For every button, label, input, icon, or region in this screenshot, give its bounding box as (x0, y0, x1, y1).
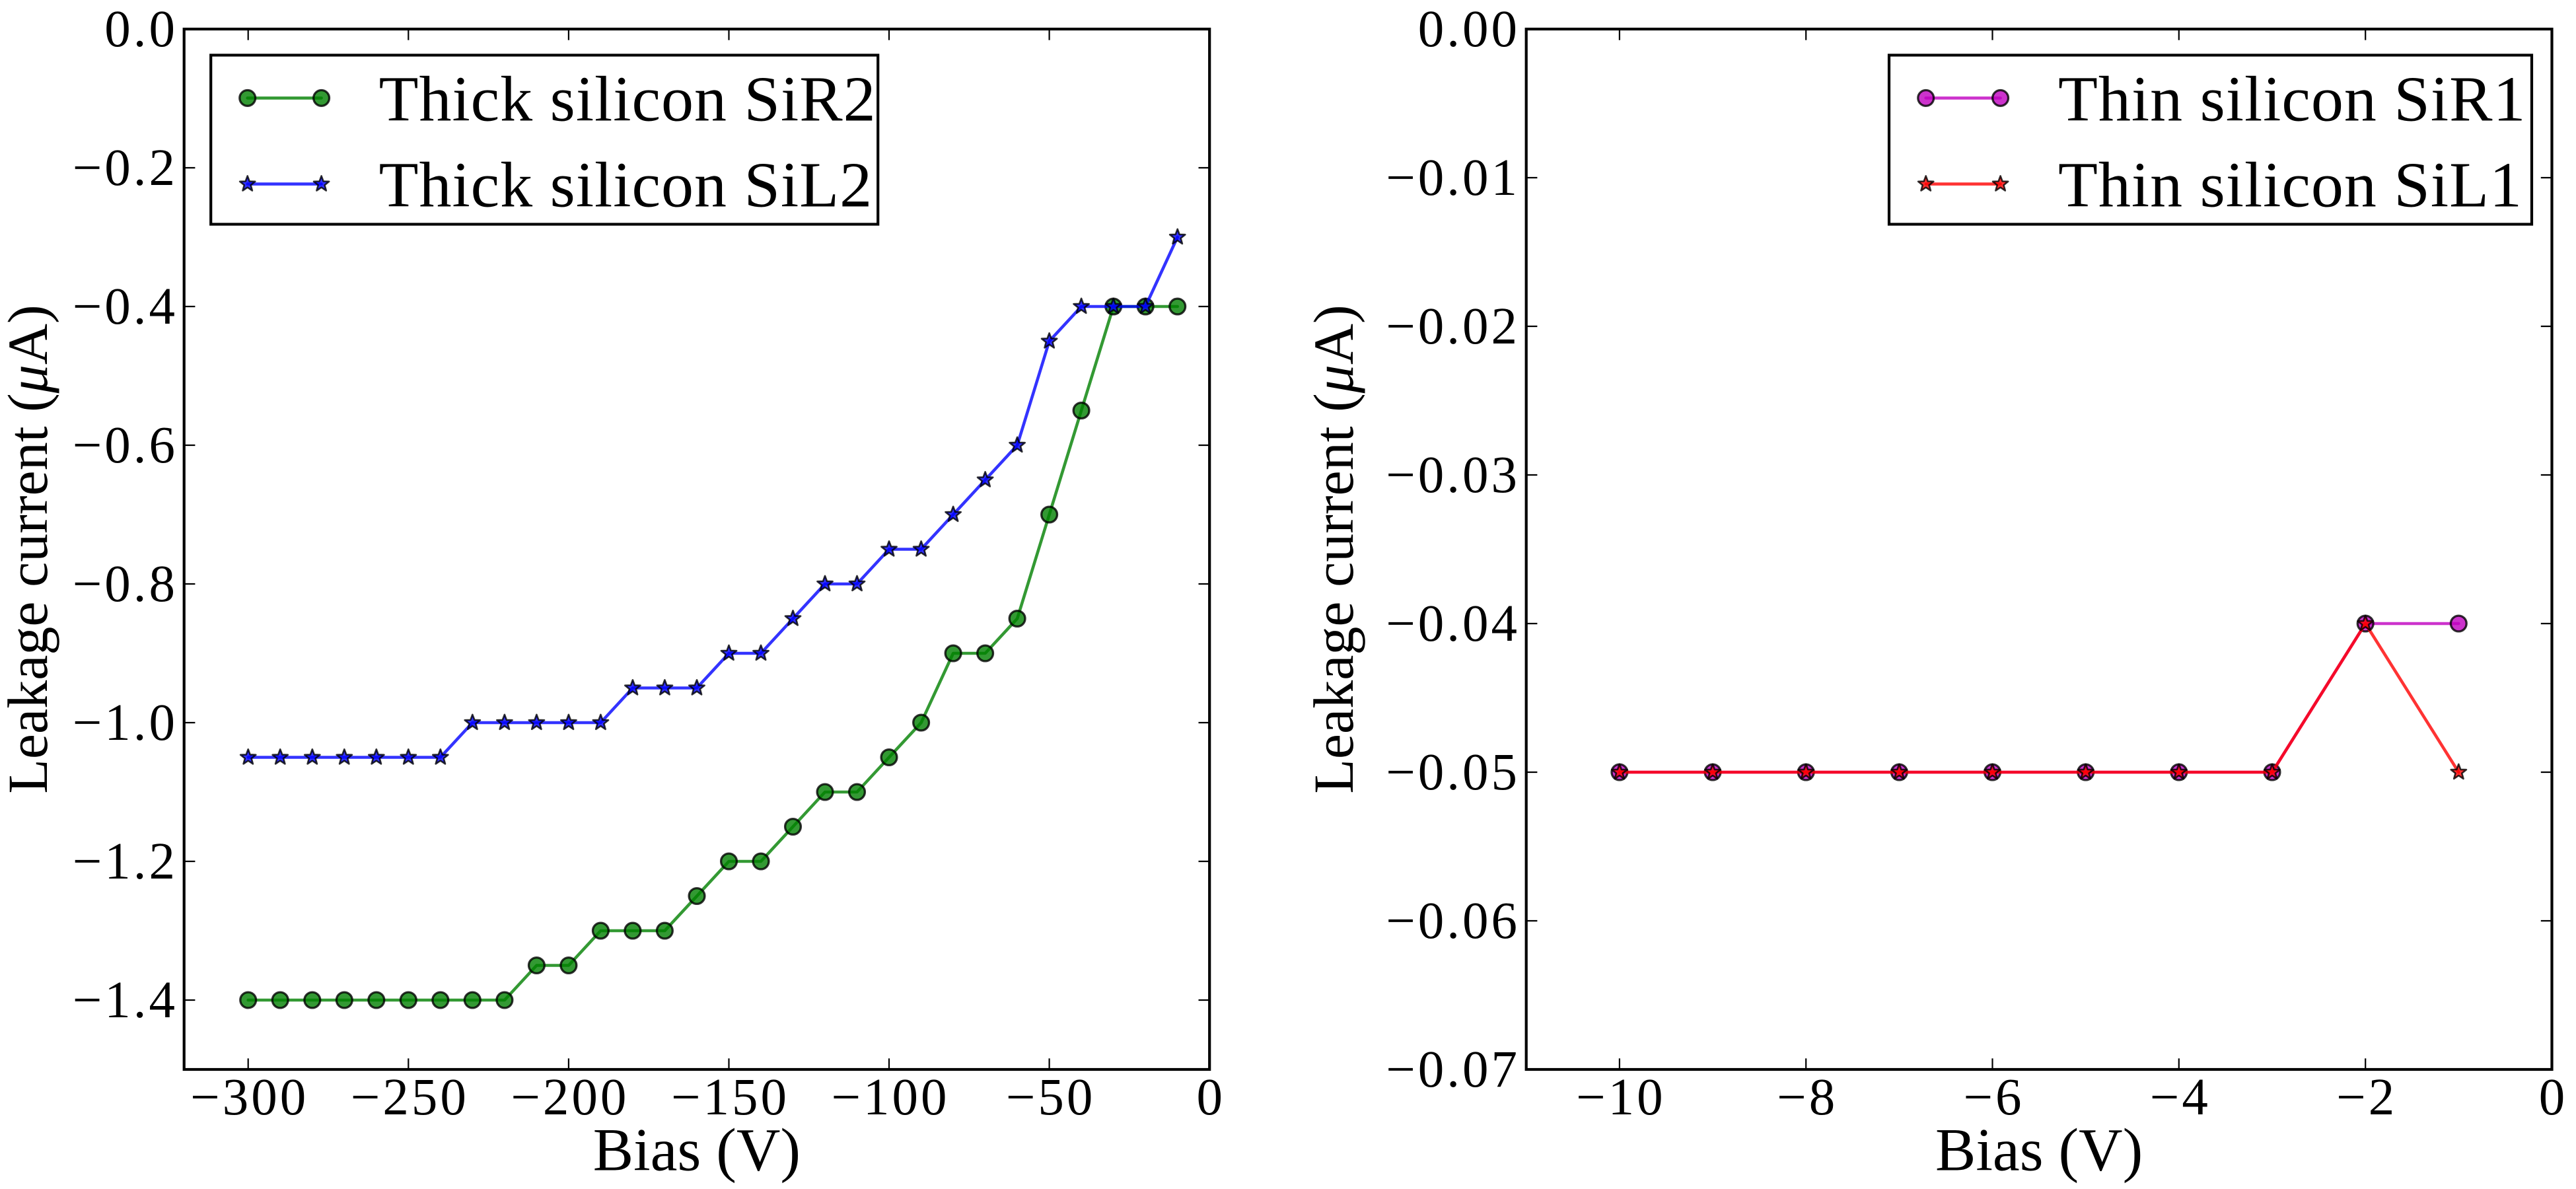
svg-text:−0.05: −0.05 (1386, 744, 1520, 801)
svg-text:−0.06: −0.06 (1386, 892, 1520, 950)
svg-text:Thick silicon SiR2: Thick silicon SiR2 (379, 63, 877, 135)
svg-text:0.0: 0.0 (104, 1, 178, 58)
svg-text:−1.0: −1.0 (73, 694, 178, 752)
svg-text:−50: −50 (1006, 1069, 1096, 1126)
svg-text:Leakage current (μA): Leakage current (μA) (1302, 305, 1365, 793)
svg-text:−0.6: −0.6 (73, 417, 178, 474)
svg-text:−0.07: −0.07 (1386, 1041, 1520, 1099)
svg-text:−0.4: −0.4 (73, 278, 178, 336)
svg-text:−0.01: −0.01 (1386, 149, 1520, 207)
svg-text:Thick silicon SiL2: Thick silicon SiL2 (379, 150, 873, 221)
svg-text:−1.4: −1.4 (73, 972, 178, 1029)
svg-text:Leakage current (μA): Leakage current (μA) (0, 305, 59, 793)
svg-text:0: 0 (1196, 1069, 1225, 1126)
svg-text:Thin silicon SiL1: Thin silicon SiL1 (2058, 150, 2522, 221)
svg-text:−0.03: −0.03 (1386, 447, 1520, 504)
svg-text:−250: −250 (351, 1069, 469, 1126)
svg-text:−1.2: −1.2 (73, 833, 178, 890)
svg-text:Thin silicon SiR1: Thin silicon SiR1 (2058, 63, 2526, 135)
svg-text:0: 0 (2539, 1069, 2568, 1126)
svg-text:−10: −10 (1576, 1069, 1666, 1126)
svg-text:−2: −2 (2336, 1069, 2397, 1126)
svg-text:−200: −200 (511, 1069, 629, 1126)
svg-text:−150: −150 (671, 1069, 789, 1126)
svg-text:−4: −4 (2150, 1069, 2211, 1126)
svg-text:−6: −6 (1963, 1069, 2024, 1126)
svg-text:0.00: 0.00 (1418, 1, 1520, 58)
svg-text:−0.02: −0.02 (1386, 298, 1520, 355)
svg-text:Bias (V): Bias (V) (593, 1116, 801, 1184)
svg-text:−100: −100 (831, 1069, 949, 1126)
svg-text:Bias (V): Bias (V) (1935, 1116, 2143, 1184)
svg-text:−0.04: −0.04 (1386, 595, 1520, 653)
svg-text:−0.8: −0.8 (73, 556, 178, 613)
svg-text:−8: −8 (1777, 1069, 1838, 1126)
svg-text:−300: −300 (190, 1069, 308, 1126)
svg-text:−0.2: −0.2 (73, 139, 178, 197)
